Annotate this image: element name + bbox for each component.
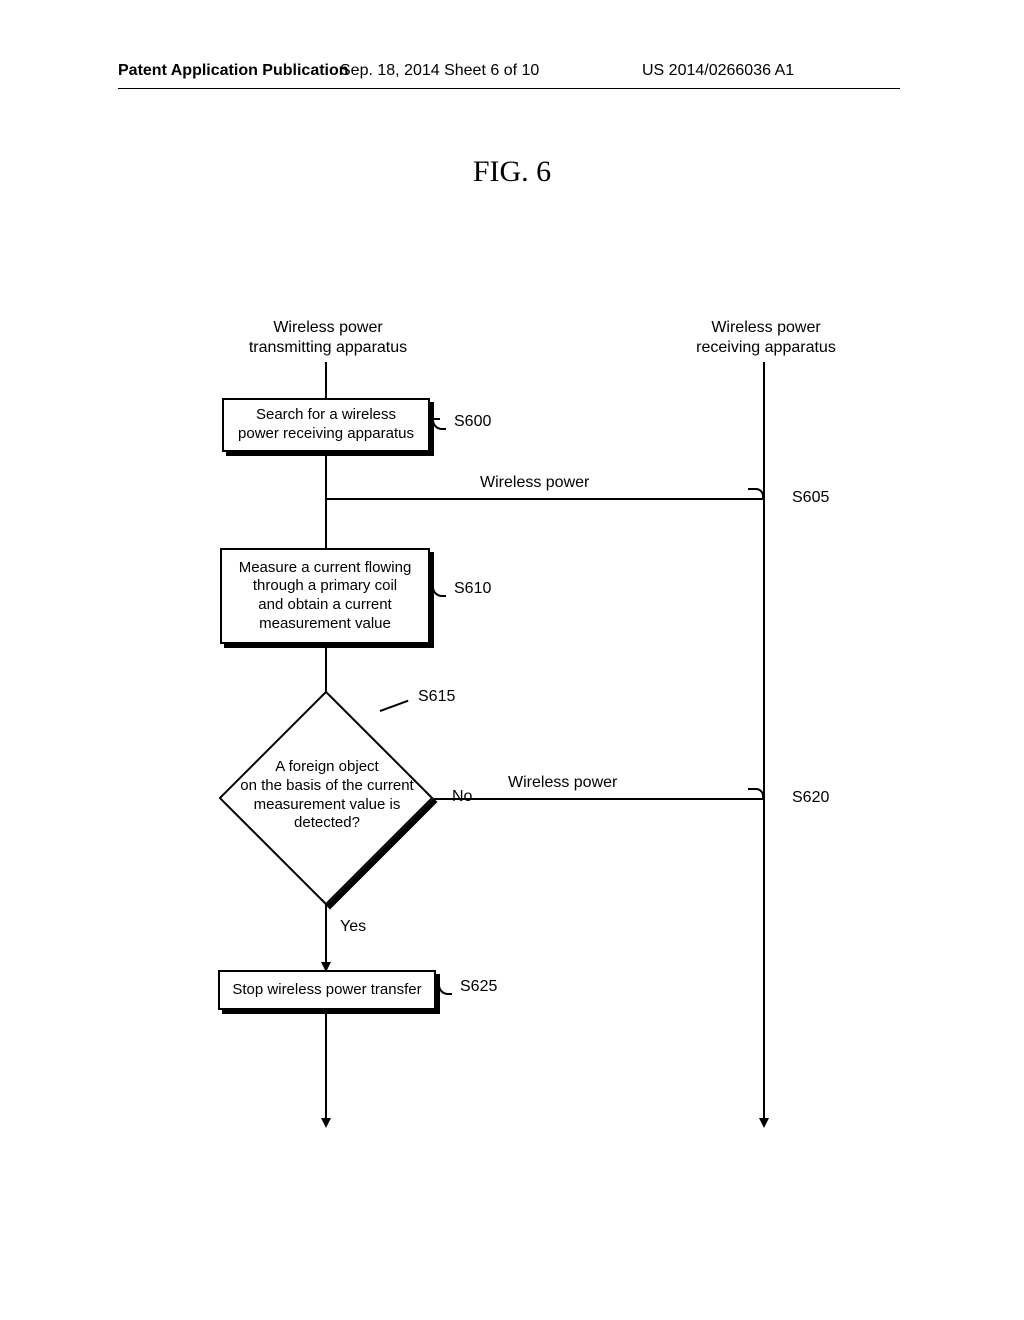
s610-leader-curve [432,585,446,597]
left-lifeline-tail [325,1010,327,1120]
s615-no-label: No [452,788,472,806]
s610-label: S610 [454,580,491,598]
header-right: US 2014/0266036 A1 [642,62,794,80]
header-left: Patent Application Publication [118,62,349,80]
msg2-line [434,798,764,800]
s605-label: S605 [792,489,829,507]
actor-right-line1: Wireless power receiving apparatus [696,319,836,356]
s600-box: Search for a wireless power receiving ap… [222,398,430,452]
actor-left-line1: Wireless power transmitting apparatus [249,319,407,356]
page: Patent Application Publication Sep. 18, … [0,0,1024,1320]
msg2-hook-icon [748,788,764,798]
s625-leader-curve [438,983,452,995]
msg1-hook-icon [748,488,764,498]
s615-yes-label: Yes [340,918,366,936]
figure-title: FIG. 6 [0,155,1024,189]
s615-leader [380,700,409,712]
right-lifeline [763,362,765,1120]
s625-box: Stop wireless power transfer [218,970,436,1010]
msg2-label: Wireless power [508,774,617,792]
right-lifeline-arrow-icon [759,1118,769,1128]
s615-text: A foreign object on the basis of the cur… [218,758,436,833]
s615-label: S615 [418,688,455,706]
left-lifeline-top [325,362,327,398]
s600-text: Search for a wireless power receiving ap… [238,406,414,444]
s620-label: S620 [792,789,829,807]
conn-msg1-s610 [325,498,327,548]
s600-label: S600 [454,413,491,431]
s610-box: Measure a current flowing through a prim… [220,548,430,644]
msg1-label: Wireless power [480,474,589,492]
s600-leader [432,418,440,420]
s625-text: Stop wireless power transfer [232,981,421,1000]
s625-label: S625 [460,978,497,996]
s615-text-inner: A foreign object on the basis of the cur… [240,758,413,831]
s610-text: Measure a current flowing through a prim… [239,559,412,634]
msg1-line [326,498,764,500]
actor-left-label: Wireless power transmitting apparatus [238,318,418,358]
header-rule [118,88,900,89]
header-center: Sep. 18, 2014 Sheet 6 of 10 [340,62,539,80]
left-lifeline-arrow-icon [321,1118,331,1128]
conn-s600-msg1 [325,452,327,498]
conn-s615-s625 [325,904,327,970]
actor-right-label: Wireless power receiving apparatus [676,318,856,358]
